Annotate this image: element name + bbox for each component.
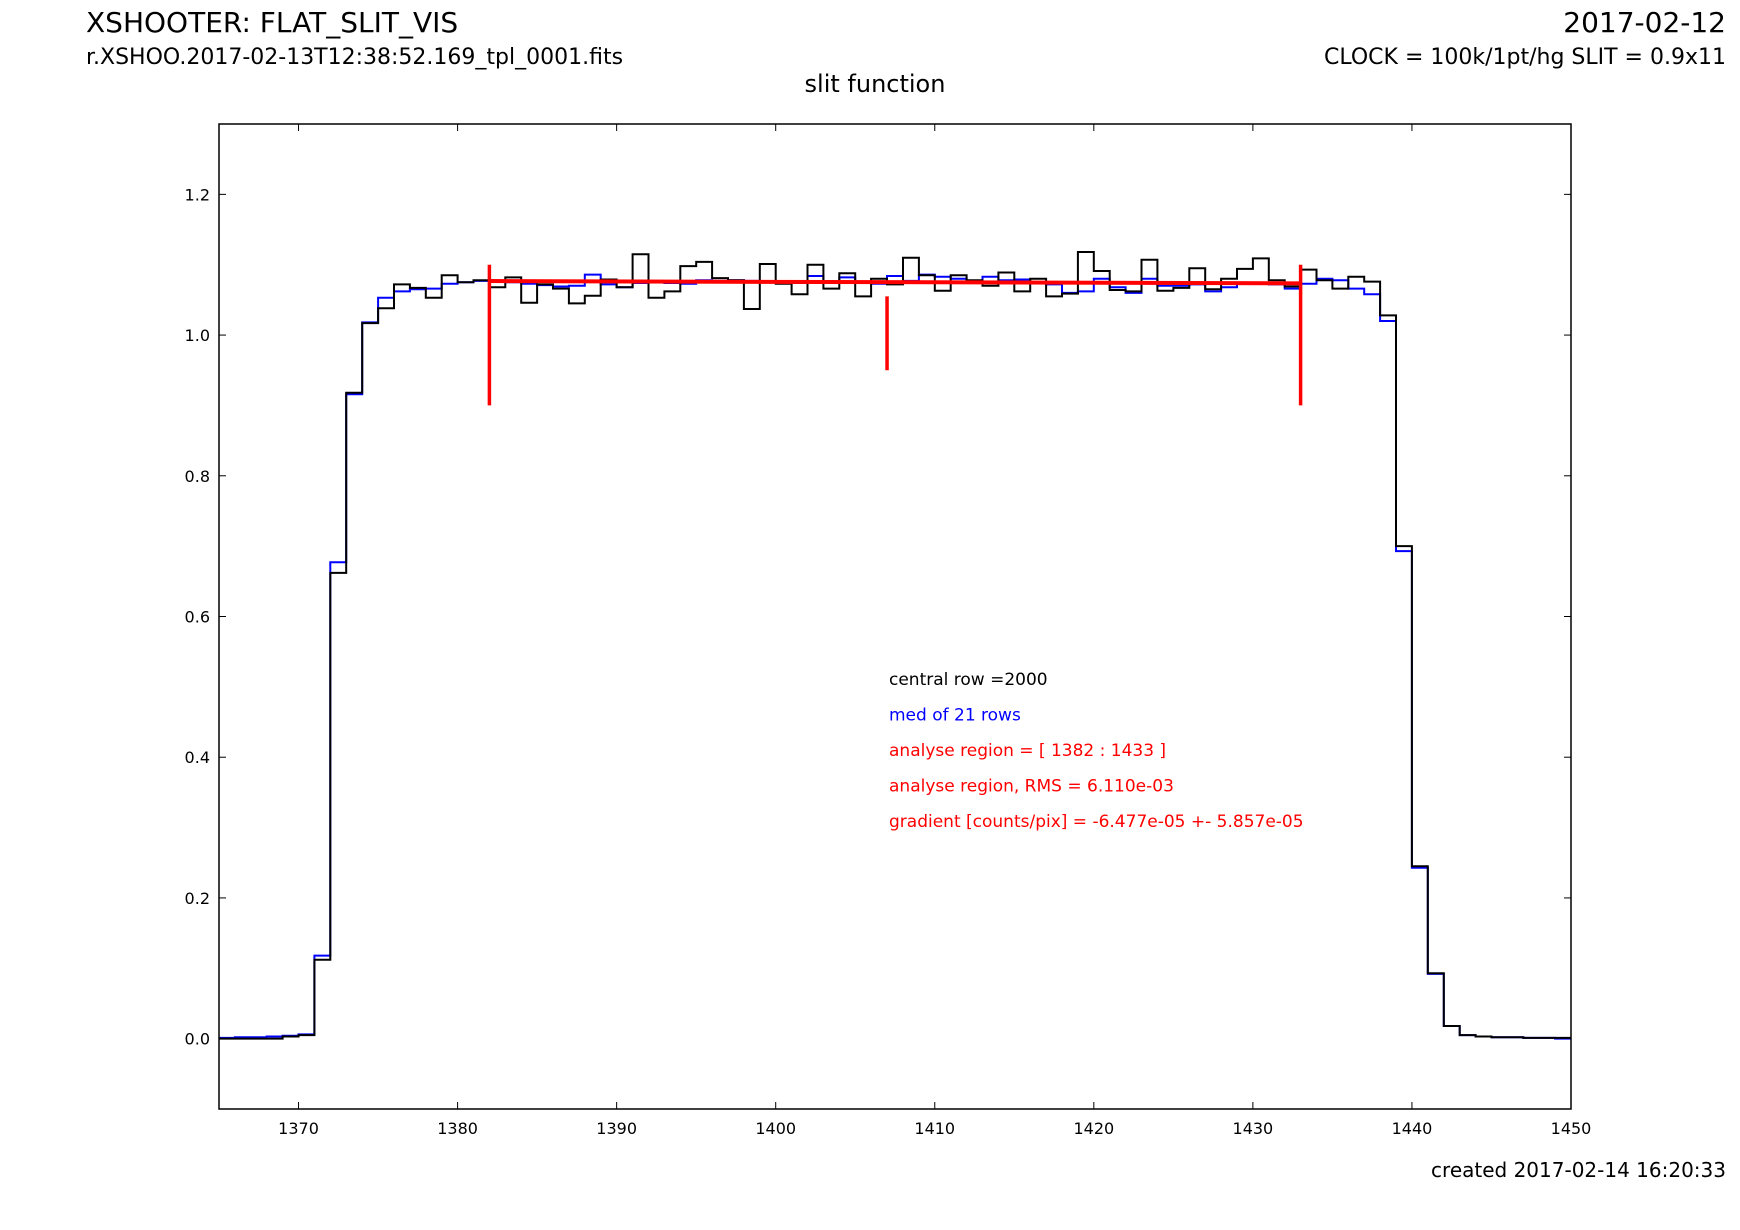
fits-filename: r.XSHOO.2017-02-13T12:38:52.169_tpl_0001… — [86, 45, 624, 70]
annotation-text: central row =2000 — [889, 670, 1048, 690]
plot-frame — [218, 123, 1572, 1110]
x-tick-label: 1370 — [278, 1119, 319, 1138]
y-tick-label: 1.2 — [185, 185, 210, 204]
series-median-rows — [219, 273, 1571, 1040]
x-tick-label: 1390 — [596, 1119, 637, 1138]
observation-date: 2017-02-12 — [1563, 6, 1726, 39]
y-tick-label: 0.4 — [185, 748, 210, 767]
x-tick-label: 1410 — [914, 1119, 955, 1138]
created-timestamp: created 2017-02-14 16:20:33 — [1431, 1158, 1726, 1182]
annotation-text: analyse region, RMS = 6.110e-03 — [889, 777, 1174, 797]
plot-title: slit function — [804, 70, 946, 98]
x-tick-label: 1430 — [1233, 1119, 1274, 1138]
data-series — [219, 251, 1571, 1040]
x-tick-label: 1440 — [1392, 1119, 1433, 1138]
y-tick-label: 1.0 — [185, 326, 210, 345]
x-tick-label: 1400 — [755, 1119, 796, 1138]
gradient-fit-line — [489, 279, 1301, 286]
axis-ticks: 1370 1380 1390 1400 1410 1420 1430 1440 1450 0.0 0… — [185, 124, 1592, 1138]
report-title: XSHOOTER: FLAT_SLIT_VIS — [86, 6, 459, 39]
x-tick-label: 1380 — [437, 1119, 478, 1138]
y-tick-label: 0.6 — [185, 608, 210, 627]
series-central-row — [219, 251, 1571, 1040]
y-tick-label: 0.0 — [185, 1030, 210, 1049]
y-tick-label: 0.2 — [185, 889, 210, 908]
annotation-text: gradient [counts/pix] = -6.477e-05 +- 5.… — [889, 812, 1304, 832]
fit-overlay — [487, 264, 1303, 406]
x-tick-label: 1420 — [1073, 1119, 1114, 1138]
annotation-text: med of 21 rows — [889, 706, 1021, 726]
y-tick-label: 0.8 — [185, 467, 210, 486]
annotation-text: analyse region = [ 1382 : 1433 ] — [889, 741, 1166, 761]
x-tick-label: 1450 — [1551, 1119, 1592, 1138]
clock-slit-setup: CLOCK = 100k/1pt/hg SLIT = 0.9x11 — [1324, 45, 1726, 70]
annotations: central row =2000 med of 21 rows analyse r… — [889, 670, 1304, 832]
